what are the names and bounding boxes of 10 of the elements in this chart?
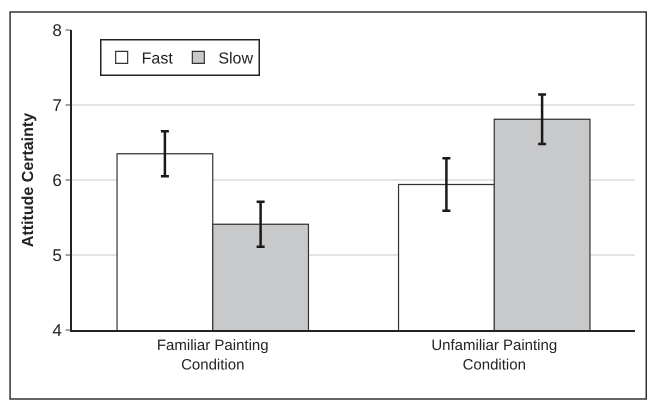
legend-label: Slow — [218, 50, 254, 68]
x-tick-label: Unfamiliar Painting Condition — [431, 336, 558, 374]
y-tick-label: 6 — [52, 170, 62, 190]
y-tick-label: 5 — [52, 246, 62, 265]
y-axis-title: Attitude Certainty — [20, 112, 37, 248]
y-tick-label: 7 — [52, 96, 62, 115]
legend-label: Fast — [142, 50, 174, 68]
y-tick-label: 4 — [52, 320, 62, 340]
y-tick-label: 8 — [52, 20, 62, 40]
x-tick-label: Familiar Painting Condition — [156, 336, 269, 374]
